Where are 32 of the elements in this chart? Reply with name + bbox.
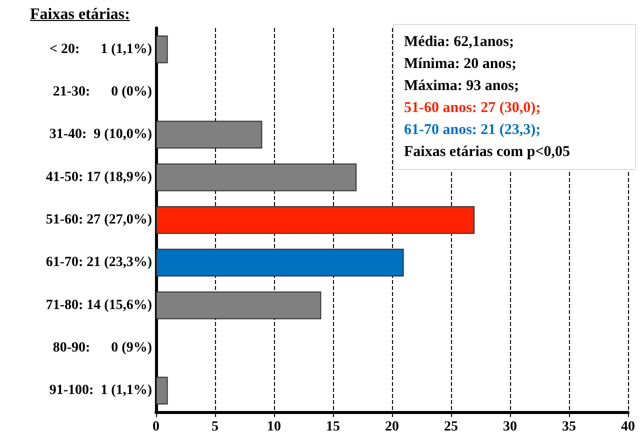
x-tick-label: 35	[562, 420, 576, 434]
annotation: Mínima: 20 anos;	[404, 55, 518, 74]
x-tick-label: 0	[152, 420, 160, 434]
bar	[156, 206, 475, 234]
x-tick-label: 20	[385, 420, 399, 434]
bar	[156, 291, 322, 320]
y-tick-label: 61-70: 21 (23,3%)	[46, 255, 152, 270]
y-tick-label: 71-80: 14 (15,6%)	[46, 298, 152, 313]
chart-title: Faixas etárias:	[30, 6, 130, 24]
y-tick-label: 41-50: 17 (18,9%)	[46, 170, 152, 185]
annotation: 51-60 anos: 27 (30,0);	[404, 99, 542, 118]
x-tick-label: 10	[267, 420, 281, 434]
annotation: 61-70 anos: 21 (23,3);	[404, 121, 542, 140]
x-tick-label: 40	[621, 420, 635, 434]
annotation: Média: 62,1anos;	[404, 33, 515, 52]
y-tick-label: 51-60: 27 (27,0%)	[46, 212, 152, 228]
y-tick-label: 80-90: 0 (9%)	[52, 340, 152, 356]
bar	[156, 248, 404, 277]
y-tick-label: 21-30: 0 (0%)	[52, 84, 152, 100]
bar	[156, 163, 357, 192]
x-tick-label: 5	[212, 420, 218, 434]
y-tick-label: 31-40: 9 (10,0%)	[49, 127, 152, 142]
bar	[156, 120, 262, 149]
annotation: Máxima: 93 anos;	[404, 77, 520, 96]
y-tick-label: < 20: 1 (1,1%)	[50, 42, 152, 57]
bar	[156, 35, 168, 64]
y-tick-label: 91-100: 1 (1,1%)	[49, 383, 152, 398]
x-tick-label: 15	[326, 420, 340, 434]
x-tick-label: 25	[444, 420, 458, 434]
bar	[156, 376, 168, 405]
x-tick-label: 30	[503, 420, 517, 434]
annotation: Faixas etárias com p<0,05	[404, 143, 572, 162]
